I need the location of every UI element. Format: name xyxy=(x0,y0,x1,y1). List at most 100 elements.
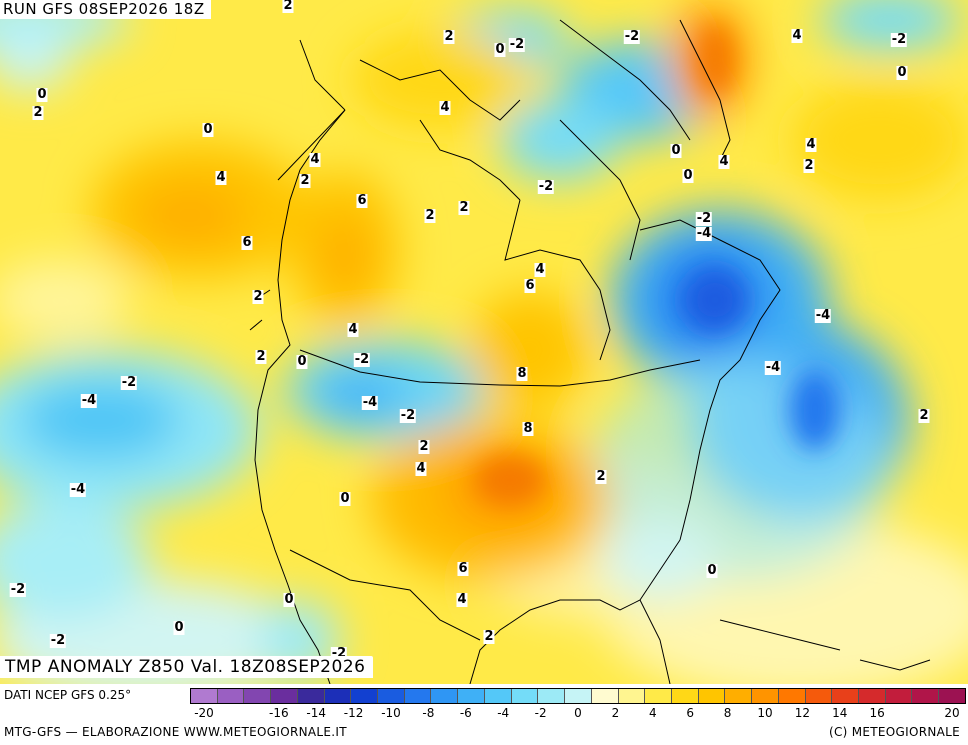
color-swatch xyxy=(378,689,405,703)
contour-label: 2 xyxy=(483,629,495,644)
contour-label: 2 xyxy=(595,469,607,484)
contour-label: 2 xyxy=(299,173,311,188)
contour-label: 0 xyxy=(706,563,718,578)
color-swatch xyxy=(939,689,965,703)
contour-label: -2 xyxy=(508,37,526,52)
color-swatch xyxy=(912,689,940,703)
color-swatch xyxy=(297,689,325,703)
color-scale-tick: -8 xyxy=(422,706,435,720)
anomaly-cores xyxy=(475,25,840,505)
map-svg xyxy=(0,0,968,684)
contour-label: 2 xyxy=(255,349,267,364)
contour-label: 4 xyxy=(718,154,730,169)
contour-label: 4 xyxy=(415,461,427,476)
contour-label: -2 xyxy=(353,352,371,367)
color-swatch xyxy=(271,689,298,703)
color-scale-tick: -16 xyxy=(268,706,289,720)
source-label: DATI NCEP GFS 0.25° xyxy=(4,688,132,702)
color-swatch xyxy=(805,689,833,703)
contour-label: -4 xyxy=(695,226,713,241)
contour-label: -2 xyxy=(695,211,713,226)
contour-label: -4 xyxy=(814,308,832,323)
contour-label: -2 xyxy=(120,375,138,390)
contour-label: 4 xyxy=(805,137,817,152)
run-label: RUN GFS 08SEP2026 18Z xyxy=(0,0,211,19)
contour-label: 2 xyxy=(424,208,436,223)
color-swatch xyxy=(484,689,512,703)
color-swatch xyxy=(538,689,566,703)
contour-label: -2 xyxy=(537,179,555,194)
contour-label: 2 xyxy=(252,289,264,304)
color-scale-tick: 6 xyxy=(686,706,695,720)
contour-label: 4 xyxy=(215,170,227,185)
color-swatch xyxy=(591,689,619,703)
contour-label: 4 xyxy=(456,592,468,607)
color-swatch xyxy=(671,689,699,703)
color-swatch xyxy=(698,689,726,703)
color-scale-tick: 4 xyxy=(648,706,657,720)
contour-label: 4 xyxy=(439,100,451,115)
contour-label: 6 xyxy=(241,235,253,250)
color-scale-tick: 20 xyxy=(944,706,960,720)
color-swatch xyxy=(618,689,646,703)
color-swatch xyxy=(217,689,245,703)
anomaly-map xyxy=(0,0,968,684)
contour-label: -4 xyxy=(361,395,379,410)
color-swatch xyxy=(752,689,779,703)
contour-label: -4 xyxy=(764,360,782,375)
contour-label: 2 xyxy=(918,408,930,423)
color-swatch xyxy=(351,689,379,703)
color-swatch xyxy=(324,689,352,703)
contour-label: -4 xyxy=(80,393,98,408)
credit-right: (C) METEOGIORNALE xyxy=(828,725,960,739)
color-scale-tick: -10 xyxy=(381,706,401,720)
contour-label: 6 xyxy=(457,561,469,576)
contour-label: 2 xyxy=(443,29,455,44)
contour-label: 4 xyxy=(534,262,546,277)
contour-label: 4 xyxy=(791,28,803,43)
color-scale-tick: -20 xyxy=(194,706,214,720)
color-scale-ticks: -20 -16 -14 -12 -10 -8 -6 -4 -2 0 2 4 6 8 10 12 14 16 20 xyxy=(190,706,966,722)
contour-label: 2 xyxy=(32,105,44,120)
color-scale-tick: -12 xyxy=(343,706,364,720)
color-scale-tick: -6 xyxy=(459,706,472,720)
color-swatch xyxy=(244,689,272,703)
credit-left: MTG-GFS — ELABORAZIONE WWW.METEOGIORNALE… xyxy=(4,725,347,739)
color-swatch xyxy=(645,689,672,703)
color-scale-tick: 12 xyxy=(794,706,811,720)
contour-label: 0 xyxy=(296,354,308,369)
contour-label: -2 xyxy=(399,408,417,423)
contour-label: 0 xyxy=(173,620,185,635)
color-swatch xyxy=(832,689,859,703)
contour-label: 8 xyxy=(522,421,534,436)
color-scale-tick: -14 xyxy=(306,706,326,720)
color-scale-tick: 8 xyxy=(723,706,732,720)
color-swatch xyxy=(858,689,886,703)
color-scale-tick: 10 xyxy=(757,706,773,720)
color-swatch xyxy=(725,689,753,703)
color-scale-tick: -4 xyxy=(497,706,510,720)
contour-label: 2 xyxy=(803,158,815,173)
contour-label: 2 xyxy=(458,200,470,215)
contour-label: 0 xyxy=(283,592,295,607)
contour-label: -2 xyxy=(890,32,908,47)
contour-label: 8 xyxy=(516,366,528,381)
color-swatch xyxy=(778,689,806,703)
contour-label: 0 xyxy=(896,65,908,80)
color-swatch xyxy=(565,689,592,703)
contour-label: 0 xyxy=(682,168,694,183)
color-swatch xyxy=(458,689,485,703)
contour-label: 0 xyxy=(670,143,682,158)
contour-label: 4 xyxy=(347,322,359,337)
footer: DATI NCEP GFS 0.25° -20 -16 -14 -12 -10 -8 -6 -… xyxy=(0,684,968,745)
contour-label: 0 xyxy=(36,87,48,102)
contour-label: 0 xyxy=(339,491,351,506)
color-swatch xyxy=(191,689,218,703)
color-swatch xyxy=(404,689,432,703)
contour-label: -4 xyxy=(69,482,87,497)
color-swatch xyxy=(431,689,459,703)
contour-label: 6 xyxy=(356,193,368,208)
contour-label: -2 xyxy=(49,633,67,648)
borders xyxy=(277,109,701,641)
anomaly-title: TMP ANOMALY Z850 Val. 18Z08SEP2026 xyxy=(0,656,374,678)
